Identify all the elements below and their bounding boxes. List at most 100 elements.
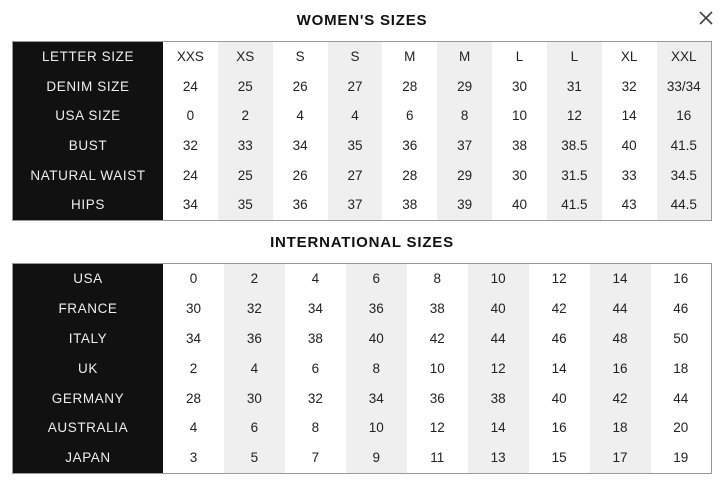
table-cell: 33 bbox=[621, 167, 637, 183]
table-cell: 14 bbox=[467, 412, 529, 443]
table-cell: 28 bbox=[402, 167, 418, 183]
table-cell: 10 bbox=[511, 108, 527, 124]
table-cell: 7 bbox=[311, 450, 320, 466]
row-label: BUST bbox=[12, 130, 163, 161]
row-label: USA bbox=[12, 263, 163, 294]
table-cell: 29 bbox=[437, 160, 493, 190]
table-cell: 36 bbox=[345, 293, 407, 324]
table-cell: 29 bbox=[437, 71, 493, 102]
table-cell: 18 bbox=[673, 360, 689, 376]
table-cell: 46 bbox=[551, 330, 567, 346]
row-label: DENIM SIZE bbox=[12, 71, 163, 102]
table-cell: 8 bbox=[345, 353, 407, 384]
table-cell: 38 bbox=[467, 383, 529, 413]
table-cell: 30 bbox=[511, 167, 527, 183]
table-row: JAPAN 3 5 7 9 11 13 15 17 19 bbox=[12, 442, 712, 474]
row-label: NATURAL WAIST bbox=[12, 160, 163, 190]
table-cell: 36 bbox=[429, 390, 445, 406]
table-cell: 24 bbox=[182, 167, 198, 183]
table-cell: 10 bbox=[429, 360, 445, 376]
table-cell: 4 bbox=[223, 353, 285, 384]
table-cell: 43 bbox=[621, 197, 637, 213]
table-cell: 4 bbox=[327, 101, 383, 131]
table-cell: XS bbox=[217, 41, 273, 72]
table-cell: 39 bbox=[437, 189, 493, 221]
row-label: UK bbox=[12, 353, 163, 384]
table-cell: 44 bbox=[673, 390, 689, 406]
table-cell: 14 bbox=[551, 360, 567, 376]
table-cell: 8 bbox=[311, 420, 320, 436]
table-row: AUSTRALIA 4 6 8 10 12 14 16 18 20 bbox=[12, 412, 712, 443]
table-cell: 34 bbox=[307, 301, 323, 317]
table-cell: 34 bbox=[185, 330, 201, 346]
row-label: JAPAN bbox=[12, 442, 163, 474]
table-cell: S bbox=[327, 41, 383, 72]
womens-sizes-table: LETTER SIZE XXS XS S S M M L L XL XXL DENIM SIZE 24 2… bbox=[12, 41, 712, 221]
table-cell: 38.5 bbox=[546, 130, 602, 161]
table-cell: L bbox=[546, 41, 602, 72]
table-cell: 36 bbox=[292, 197, 308, 213]
table-row: USA 0 2 4 6 8 10 12 14 16 bbox=[12, 263, 712, 294]
table-cell: 6 bbox=[223, 412, 285, 443]
row-label: FRANCE bbox=[12, 293, 163, 324]
table-row: DENIM SIZE 24 25 26 27 28 29 30 31 32 33/34 bbox=[12, 71, 712, 102]
table-cell: 44 bbox=[589, 293, 651, 324]
table-cell: 40 bbox=[467, 293, 529, 324]
womens-sizes-title: WOMEN'S SIZES bbox=[296, 12, 428, 29]
table-cell: 32 bbox=[621, 78, 637, 94]
table-cell: 48 bbox=[589, 323, 651, 354]
table-cell: 38 bbox=[511, 138, 527, 154]
table-cell: 16 bbox=[589, 353, 651, 384]
table-cell: 34 bbox=[292, 138, 308, 154]
table-cell: 38 bbox=[402, 197, 418, 213]
international-sizes-title: INTERNATIONAL SIZES bbox=[270, 234, 454, 251]
table-cell: 8 bbox=[433, 271, 441, 287]
table-cell: 25 bbox=[217, 71, 273, 102]
table-row: LETTER SIZE XXS XS S S M M L L XL XXL bbox=[12, 41, 712, 72]
table-cell: 2 bbox=[223, 263, 285, 294]
table-cell: 31 bbox=[546, 71, 602, 102]
close-icon[interactable] bbox=[696, 8, 716, 28]
table-cell: 27 bbox=[327, 160, 383, 190]
table-cell: 0 bbox=[186, 108, 195, 124]
table-row: HIPS 34 35 36 37 38 39 40 41.5 43 44.5 bbox=[12, 189, 712, 221]
table-cell: 24 bbox=[182, 78, 198, 94]
table-cell: 0 bbox=[189, 271, 198, 287]
table-cell: 40 bbox=[621, 138, 637, 154]
table-cell: 4 bbox=[311, 271, 320, 287]
row-label: GERMANY bbox=[12, 383, 163, 413]
table-cell: 32 bbox=[307, 390, 323, 406]
table-row: BUST 32 33 34 35 36 37 38 38.5 40 41.5 bbox=[12, 130, 712, 161]
table-cell: 20 bbox=[673, 420, 689, 436]
table-cell: S bbox=[295, 49, 305, 65]
row-label: USA SIZE bbox=[12, 101, 163, 131]
table-cell: 25 bbox=[217, 160, 273, 190]
table-cell: 41.5 bbox=[656, 130, 712, 161]
table-cell: 4 bbox=[189, 420, 198, 436]
table-cell: 15 bbox=[551, 450, 567, 466]
table-cell: 30 bbox=[223, 383, 285, 413]
close-button[interactable] bbox=[696, 8, 716, 28]
table-cell: 31.5 bbox=[546, 160, 602, 190]
table-cell: 26 bbox=[292, 167, 308, 183]
table-cell: XL bbox=[620, 49, 638, 65]
table-cell: 12 bbox=[551, 271, 567, 287]
table-cell: 3 bbox=[189, 450, 198, 466]
table-row: ITALY 34 36 38 40 42 44 46 48 50 bbox=[12, 323, 712, 354]
table-cell: 16 bbox=[551, 420, 567, 436]
table-cell: 6 bbox=[311, 360, 320, 376]
table-cell: 28 bbox=[402, 78, 418, 94]
table-cell: 27 bbox=[327, 71, 383, 102]
table-cell: 9 bbox=[345, 442, 407, 474]
table-cell: 42 bbox=[429, 330, 445, 346]
table-cell: 41.5 bbox=[546, 189, 602, 221]
table-row: UK 2 4 6 8 10 12 14 16 18 bbox=[12, 353, 712, 384]
row-label: AUSTRALIA bbox=[12, 412, 163, 443]
table-cell: 38 bbox=[307, 330, 323, 346]
table-row: NATURAL WAIST 24 25 26 27 28 29 30 31.5 33 34.5 bbox=[12, 160, 712, 190]
table-cell: 6 bbox=[406, 108, 414, 124]
table-cell: 6 bbox=[345, 263, 407, 294]
table-cell: 42 bbox=[589, 383, 651, 413]
table-cell: 33 bbox=[217, 130, 273, 161]
table-cell: M bbox=[437, 41, 493, 72]
